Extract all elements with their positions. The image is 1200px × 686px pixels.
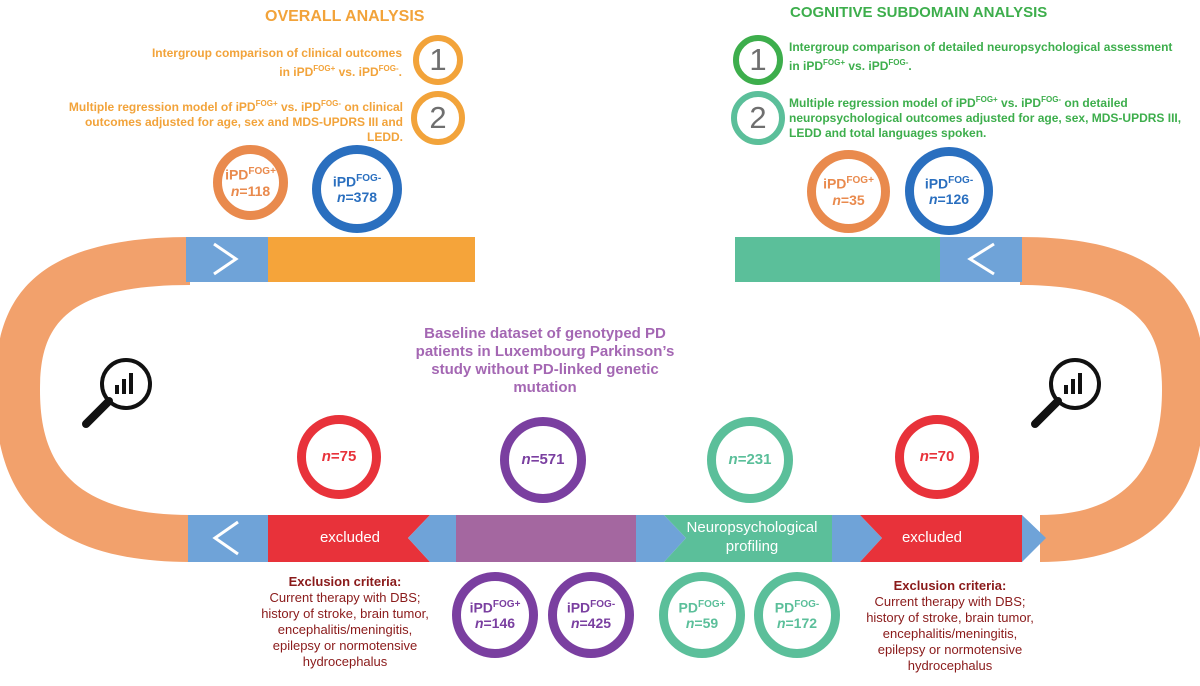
exclusion-criteria-left: Exclusion criteria: Current therapy with… — [261, 574, 429, 669]
cognitive-title: COGNITIVE SUBDOMAIN ANALYSIS — [790, 4, 1048, 21]
bottom-left-blue-block — [188, 515, 270, 562]
overall-bar — [268, 237, 475, 282]
bottom-pd-fog-plus-circle: PDFOG+ n=59 — [659, 572, 745, 658]
right-blue-arrow — [832, 515, 882, 562]
baseline-count-circle: n=571 — [500, 417, 586, 503]
bottom-right-blue-arrow — [1022, 515, 1046, 562]
cognitive-step-2: 2 — [731, 91, 785, 145]
middle-blue-arrow — [636, 515, 686, 562]
cognitive-step-1: 1 — [733, 35, 783, 85]
top-left-blue-block — [186, 237, 268, 282]
left-curve-track — [0, 237, 190, 562]
neuro-count-circle: n=231 — [707, 417, 793, 503]
neuro-bar — [664, 515, 832, 562]
excluded-right-arrow — [860, 515, 1022, 562]
overall-title: OVERALL ANALYSIS — [265, 8, 425, 25]
top-right-blue-block — [940, 237, 1022, 282]
exclusion-criteria-right: Exclusion criteria: Current therapy with… — [866, 578, 1034, 673]
overall-ipd-fog-plus-circle: iPDFOG+ n=118 — [213, 145, 288, 220]
cognitive-ipd-fog-plus-circle: iPDFOG+ n=35 — [807, 150, 890, 233]
overall-item1-text: Intergroup comparison of clinical outcom… — [151, 46, 402, 79]
overall-ipd-fog-minus-circle: iPDFOG- n=378 — [312, 145, 402, 233]
bottom-ipd-fog-plus-circle: iPDFOG+ n=146 — [452, 572, 538, 658]
baseline-bar — [456, 515, 636, 562]
magnifier-chart-icon — [1031, 358, 1101, 428]
excluded-left-arrow — [268, 515, 430, 562]
cognitive-ipd-fog-minus-circle: iPDFOG- n=126 — [905, 147, 993, 235]
bottom-pd-fog-minus-circle: PDFOG- n=172 — [754, 572, 840, 658]
excluded-right-count-circle: n=70 — [895, 415, 979, 499]
excluded-right-label: excluded — [901, 529, 963, 546]
cognitive-bar — [735, 237, 940, 282]
top-right-chevron-icon — [967, 242, 995, 276]
excluded-left-count-circle: n=75 — [297, 415, 381, 499]
overall-item2-text: Multiple regression model of iPDFOG+ vs.… — [68, 99, 403, 144]
magnifier-chart-icon — [82, 358, 152, 428]
overall-step-2: 2 — [411, 91, 465, 145]
right-curve-track — [1020, 237, 1200, 562]
overall-step-1: 1 — [413, 35, 463, 85]
bottom-left-chevron-icon — [212, 520, 239, 556]
cognitive-item2-text: Multiple regression model of iPDFOG+ vs.… — [789, 95, 1182, 140]
bottom-ipd-fog-minus-circle: iPDFOG- n=425 — [548, 572, 634, 658]
neuro-label: Neuropsychological profiling — [686, 519, 818, 555]
top-left-chevron-icon — [213, 242, 239, 276]
left-blue-arrow — [408, 515, 458, 562]
cognitive-item1-text: Intergroup comparison of detailed neurop… — [789, 40, 1173, 73]
excluded-left-label: excluded — [319, 529, 381, 546]
baseline-description: Baseline dataset of genotyped PD patient… — [415, 325, 675, 396]
